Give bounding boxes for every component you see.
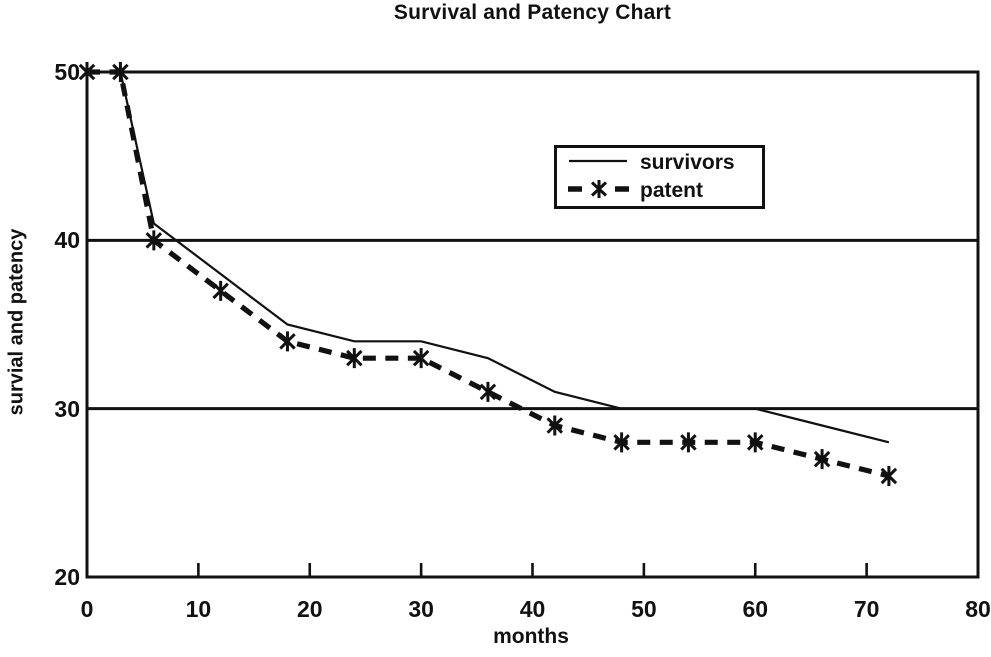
y-tick-label: 30 [54, 395, 80, 422]
x-tick-label: 20 [296, 596, 323, 622]
y-tick-label: 50 [54, 59, 80, 85]
legend: survivors patent [554, 145, 765, 209]
y-tick-label: 20 [54, 564, 80, 590]
legend-label-patent: patent [640, 179, 703, 202]
x-tick-label: 70 [853, 596, 880, 622]
patent-dash-asterisk-sample-icon [567, 175, 631, 208]
x-tick-label: 80 [965, 596, 991, 622]
x-tick-label: 60 [742, 596, 769, 622]
x-tick-label: 50 [631, 596, 657, 622]
y-tick-label: 40 [54, 227, 80, 254]
legend-label-survivors: survivors [640, 151, 735, 174]
legend-item-survivors: survivors [567, 149, 756, 177]
x-axis-label: months [493, 625, 569, 648]
chart-title: Survival and Patency Chart [393, 1, 672, 24]
x-tick-label: 30 [408, 596, 434, 622]
x-tick-label: 10 [185, 596, 212, 622]
legend-item-patent: patent [567, 177, 756, 205]
x-tick-label: 0 [80, 596, 94, 622]
survivors-line-sample-icon [567, 147, 631, 180]
x-tick-label: 40 [519, 596, 546, 622]
